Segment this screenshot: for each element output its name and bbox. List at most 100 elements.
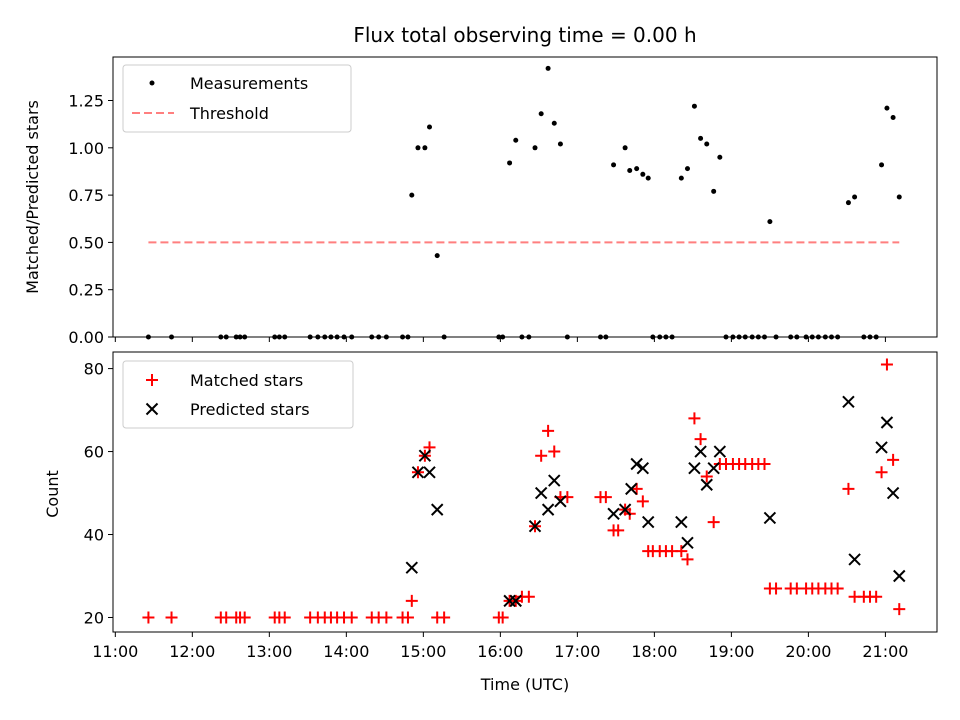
top-y-axis-label: Matched/Predicted stars [23, 100, 42, 294]
x-tick-label-0: 11:00 [92, 642, 138, 661]
predicted-point-29 [880, 416, 894, 429]
measurement-point-82 [884, 105, 890, 111]
matched-point-56 [694, 433, 707, 446]
predicted-point-31 [893, 569, 906, 583]
top-series-measurements [145, 65, 902, 340]
measurement-point-66 [767, 219, 773, 225]
matched-point-6 [238, 611, 251, 624]
bottom-y-axis-label: Count [43, 470, 62, 518]
matched-point-1 [165, 611, 178, 624]
matched-point-9 [278, 611, 291, 624]
bottom-plot-area: 20 40 60 80 11:00 12:00 13:00 14:00 15:00 16:00 17… [84, 351, 938, 661]
top-legend: Measurements Threshold [122, 64, 352, 133]
predicted-point-12 [607, 507, 620, 520]
measurement-point-83 [890, 115, 896, 121]
legend-predicted-label: Predicted stars [190, 400, 310, 419]
predicted-point-28 [875, 441, 888, 454]
predicted-point-27 [848, 553, 861, 566]
matched-point-19 [380, 611, 393, 624]
legend-predicted-marker [145, 402, 159, 416]
matched-point-43 [612, 524, 625, 537]
measurement-point-47 [645, 175, 651, 181]
top-chart-title: Flux total observing time = 0.00 h [353, 23, 696, 47]
measurement-point-43 [622, 145, 628, 151]
matched-point-29 [496, 611, 509, 624]
x-tick-label-10: 21:00 [862, 642, 908, 661]
measurement-point-42 [611, 162, 617, 168]
bottom-plot-frame [112, 351, 938, 633]
matched-point-39 [561, 491, 574, 504]
bottom-y-tick-label-0: 20 [84, 608, 104, 627]
matched-point-85 [893, 603, 906, 616]
measurement-point-77 [852, 194, 858, 200]
measurement-point-56 [704, 141, 710, 147]
x-tick-label-5: 16:00 [477, 642, 523, 661]
predicted-point-24 [713, 445, 727, 458]
matched-point-37 [548, 445, 561, 458]
measurement-point-55 [698, 135, 704, 141]
matched-point-76 [831, 582, 844, 595]
measurement-point-36 [545, 65, 551, 71]
measurement-point-44 [627, 168, 633, 174]
x-tick-label-2: 13:00 [246, 642, 292, 661]
matched-point-33 [522, 590, 535, 603]
x-tick-label-9: 20:00 [785, 642, 831, 661]
measurement-point-26 [434, 253, 440, 259]
x-tick-label-4: 15:00 [400, 642, 446, 661]
measurement-point-38 [557, 141, 563, 147]
predicted-point-16 [636, 461, 650, 475]
predicted-point-14 [625, 482, 638, 496]
bottom-y-tick-label-3: 80 [84, 360, 104, 379]
bottom-legend: Matched stars Predicted stars [122, 360, 354, 429]
predicted-point-25 [763, 511, 777, 525]
predicted-point-21 [694, 445, 707, 458]
predicted-point-17 [642, 515, 655, 529]
top-y-tick-label-5: 1.25 [68, 92, 104, 111]
matched-point-21 [401, 611, 414, 624]
measurement-point-46 [640, 171, 646, 177]
predicted-point-22 [700, 478, 713, 491]
matched-point-66 [758, 458, 771, 470]
matched-point-53 [675, 545, 688, 558]
measurement-point-22 [409, 192, 415, 198]
x-tick-label-6: 17:00 [554, 642, 600, 661]
matched-point-41 [599, 491, 612, 504]
predicted-point-9 [541, 503, 555, 516]
predicted-point-10 [548, 474, 561, 487]
predicted-point-18 [675, 515, 688, 529]
matched-point-68 [770, 582, 783, 595]
measurement-point-25 [427, 124, 433, 130]
measurement-point-76 [845, 200, 851, 206]
top-y-tick-label-1: 0.25 [68, 281, 104, 300]
predicted-point-20 [688, 461, 701, 475]
measurement-point-23 [415, 145, 421, 151]
legend-matched-label: Matched stars [190, 371, 303, 390]
x-tick-label-7: 18:00 [631, 642, 677, 661]
predicted-point-7 [528, 520, 542, 533]
matched-point-3 [220, 611, 233, 624]
top-y-tick-label-0: 0.00 [68, 328, 104, 347]
matched-point-81 [870, 590, 883, 603]
predicted-point-2 [418, 449, 432, 462]
measurement-point-30 [507, 160, 513, 166]
bottom-y-tick-label-1: 40 [84, 526, 104, 545]
top-y-tick-label-2: 0.50 [68, 233, 104, 252]
predicted-point-1 [411, 466, 425, 479]
matched-point-83 [880, 358, 893, 371]
predicted-point-4 [431, 503, 444, 516]
measurement-point-84 [896, 194, 902, 200]
matched-point-16 [345, 611, 358, 624]
predicted-point-26 [842, 395, 855, 408]
measurement-point-81 [879, 162, 885, 168]
predicted-point-23 [707, 461, 720, 475]
x-tick-label-8: 19:00 [708, 642, 754, 661]
predicted-point-11 [554, 495, 567, 508]
measurement-point-34 [532, 145, 538, 151]
predicted-point-15 [630, 457, 643, 471]
predicted-point-3 [423, 466, 436, 479]
predicted-point-8 [534, 486, 548, 500]
predicted-point-30 [886, 486, 900, 500]
top-plot-area: 0.00 0.25 0.50 0.75 1.00 1.25 [68, 56, 938, 347]
predicted-point-13 [618, 503, 632, 516]
